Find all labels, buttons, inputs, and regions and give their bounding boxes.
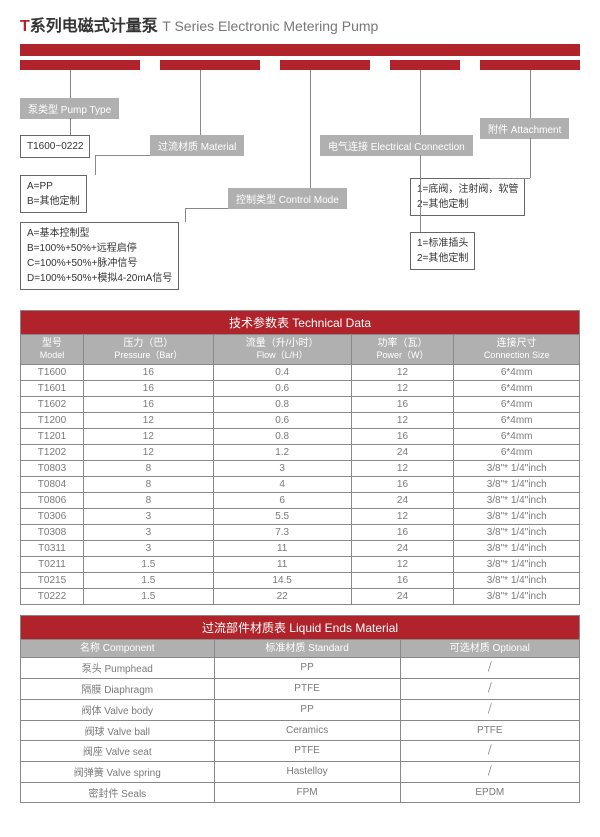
table-row: T02111.511123/8"* 1/4"inch	[21, 556, 580, 572]
material-table: 名称 Component标准材质 Standard可选材质 Optional 泵…	[20, 639, 580, 803]
tech-caption: 技术参数表 Technical Data	[20, 310, 580, 334]
technical-data-table: 型号Model压力（巴）Pressure（Bar）流量（升/小时）Flow（L/…	[20, 334, 580, 605]
diagram-label-attachment: 附件 Attachment	[480, 118, 569, 139]
nomenclature-diagram: 泵类型 Pump Type 过流材质 Material 控制类型 Control M…	[20, 60, 580, 300]
title-zh-rest: 系列电磁式计量泵	[30, 18, 158, 35]
table-row: T1601160.6126*4mm	[21, 380, 580, 396]
table-row: T030635.5123/8"* 1/4"inch	[21, 508, 580, 524]
table-row: 阀体 Valve bodyPP/	[21, 699, 580, 720]
table-row: 阀球 Valve ballCeramicsPTFE	[21, 720, 580, 740]
diagram-box-material_v: A=PPB=其他定制	[20, 175, 87, 213]
material-caption: 过流部件材质表 Liquid Ends Material	[20, 615, 580, 639]
material-header: 标准材质 Standard	[214, 639, 400, 657]
diagram-label-pumptype: 泵类型 Pump Type	[20, 98, 119, 119]
diagram-box-attachment_v: 1=底阀，注射阀，软管2=其他定制	[410, 178, 525, 216]
title-zh-first: T	[20, 18, 30, 35]
table-row: T0311311243/8"* 1/4"inch	[21, 540, 580, 556]
tech-header: 压力（巴）Pressure（Bar）	[83, 335, 213, 365]
title-bar	[20, 44, 580, 56]
table-row: T080484163/8"* 1/4"inch	[21, 476, 580, 492]
tech-header: 流量（升/小时）Flow（L/H）	[213, 335, 351, 365]
table-row: 隔膜 DiaphragmPTFE/	[21, 678, 580, 699]
table-row: 阀座 Valve seatPTFE/	[21, 740, 580, 761]
table-row: 密封件 SealsFPMEPDM	[21, 782, 580, 802]
tech-header: 型号Model	[21, 335, 84, 365]
table-row: T080686243/8"* 1/4"inch	[21, 492, 580, 508]
table-row: T1200120.6126*4mm	[21, 412, 580, 428]
title-en: T Series Electronic Metering Pump	[162, 18, 378, 34]
table-row: T1600160.4126*4mm	[21, 364, 580, 380]
diagram-box-model: T1600~0222	[20, 135, 90, 158]
table-row: 泵头 PumpheadPP/	[21, 657, 580, 678]
diagram-label-material: 过流材质 Material	[150, 135, 244, 156]
table-row: T080383123/8"* 1/4"inch	[21, 460, 580, 476]
table-row: T1201120.8166*4mm	[21, 428, 580, 444]
diagram-box-electrical_v: 1=标准插头2=其他定制	[410, 232, 475, 270]
diagram-label-control: 控制类型 Control Mode	[228, 188, 347, 209]
diagram-label-electrical: 电气连接 Electrical Connection	[320, 135, 473, 156]
diagram-box-control_v: A=基本控制型B=100%+50%+远程启停C=100%+50%+脉冲信号D=1…	[20, 222, 179, 290]
table-row: T030837.3163/8"* 1/4"inch	[21, 524, 580, 540]
material-header: 名称 Component	[21, 639, 215, 657]
table-row: T1602160.8166*4mm	[21, 396, 580, 412]
tech-header: 功率（瓦）Power（W）	[351, 335, 454, 365]
table-row: T02221.522243/8"* 1/4"inch	[21, 588, 580, 604]
material-header: 可选材质 Optional	[400, 639, 579, 657]
table-row: 阀弹簧 Valve springHastelloy/	[21, 761, 580, 782]
tech-header: 连接尺寸Connection Size	[454, 335, 580, 365]
page-title: T系列电磁式计量泵 T Series Electronic Metering P…	[20, 12, 580, 36]
table-row: T02151.514.5163/8"* 1/4"inch	[21, 572, 580, 588]
table-row: T1202121.2246*4mm	[21, 444, 580, 460]
